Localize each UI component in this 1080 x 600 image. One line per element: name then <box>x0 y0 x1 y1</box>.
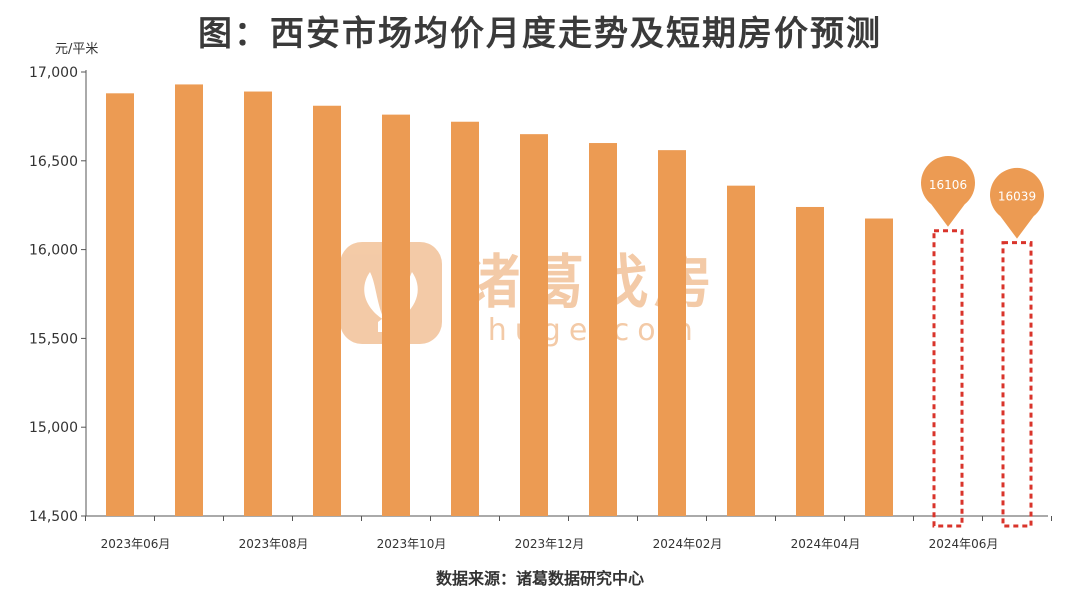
bar <box>658 150 686 517</box>
forecast-bar-outline <box>932 229 964 528</box>
bar <box>244 91 272 516</box>
forecast-bar-outline <box>1001 241 1033 528</box>
x-tick-label: 2024年04月 <box>791 537 861 551</box>
bar <box>451 121 479 516</box>
bar <box>865 218 893 516</box>
x-tick-label: 2024年02月 <box>653 537 723 551</box>
y-tick-label: 17,000 <box>29 65 78 81</box>
y-tick-label: 14,500 <box>29 509 78 525</box>
y-tick-label: 16,000 <box>29 243 78 259</box>
y-axis-unit: 元/平米 <box>55 42 99 57</box>
y-tick-label: 16,500 <box>29 154 78 170</box>
data-source-note: 数据来源：诸葛数据研究中心 <box>435 569 644 588</box>
forecast-pin-icon <box>920 156 976 227</box>
y-tick-label: 15,500 <box>29 331 78 347</box>
bar <box>520 134 548 516</box>
y-tick-label: 15,000 <box>29 420 78 436</box>
bars <box>106 84 893 517</box>
x-tick-label: 2024年06月 <box>929 537 999 551</box>
chart-title: 图：西安市场均价月度走势及短期房价预测 <box>198 14 882 54</box>
x-tick-label: 2023年06月 <box>101 537 171 551</box>
x-tick-label: 2023年08月 <box>239 537 309 551</box>
bar <box>382 114 410 517</box>
forecast-group: 16106 16039 <box>920 156 1044 528</box>
bar <box>589 143 617 517</box>
axes: 14,500 15,000 15,500 16,000 16,500 17,000 2023… <box>29 65 1052 551</box>
x-tick-label: 2023年12月 <box>515 537 585 551</box>
bar <box>313 105 341 516</box>
forecast-pin-icon <box>989 167 1044 239</box>
forecast-value-label: 16039 <box>998 190 1036 204</box>
bar <box>727 185 755 516</box>
bar <box>175 84 203 516</box>
bar <box>106 93 134 516</box>
forecast-value-label: 16106 <box>929 178 967 192</box>
x-tick-label: 2023年10月 <box>377 537 447 551</box>
bar <box>796 206 824 516</box>
watermark-url: zhuge.com <box>464 313 701 348</box>
